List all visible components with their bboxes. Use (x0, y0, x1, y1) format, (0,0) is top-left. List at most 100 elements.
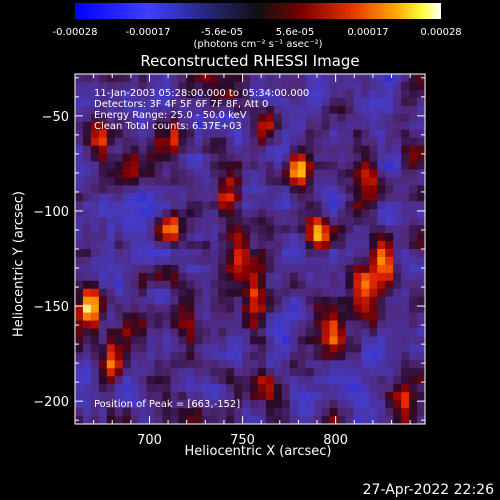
heatmap-cell (393, 217, 402, 226)
heatmap-cell (162, 153, 172, 163)
heatmap-cell (170, 400, 180, 409)
heatmap-cell (162, 177, 172, 186)
heatmap-cell (409, 416, 418, 425)
heatmap-cell (234, 177, 243, 186)
heatmap-cell (329, 225, 339, 234)
heatmap-cell (98, 288, 108, 298)
heatmap-cell (305, 217, 315, 226)
heatmap-cell (202, 272, 211, 282)
heatmap-cell (265, 264, 275, 274)
heatmap-cell (162, 241, 172, 250)
heatmap-cell (273, 233, 283, 242)
heatmap-cell (178, 384, 187, 393)
heatmap-cell (369, 161, 378, 171)
heatmap-cell (194, 74, 203, 83)
heatmap-cell (385, 169, 394, 179)
heatmap-cell (385, 272, 394, 282)
heatmap-cell (146, 241, 156, 250)
heatmap-cell (186, 97, 195, 107)
heatmap-cell (114, 113, 124, 123)
heatmap-cell (242, 336, 251, 346)
heatmap-cell (393, 209, 402, 218)
heatmap-cell (82, 392, 92, 401)
heatmap-cell (202, 81, 211, 91)
heatmap-cell (194, 264, 203, 274)
heatmap-cell (329, 129, 339, 139)
heatmap-cell (122, 209, 132, 218)
heatmap-cell (138, 233, 148, 242)
heatmap-cell (210, 416, 219, 425)
heatmap-cell (234, 153, 243, 163)
heatmap-cell (106, 296, 116, 306)
heatmap-cell (297, 169, 307, 179)
heatmap-cell (305, 81, 315, 91)
heatmap-cell (202, 74, 211, 83)
heatmap-cell (281, 105, 291, 115)
heatmap-cell (162, 352, 172, 361)
heatmap-cell (337, 177, 347, 186)
heatmap-cell (138, 360, 148, 369)
heatmap-cell (122, 392, 132, 401)
heatmap-cell (401, 241, 410, 250)
heatmap-cell (170, 392, 180, 401)
heatmap-cell (122, 280, 132, 290)
heatmap-cell (409, 177, 418, 186)
heatmap-cell (337, 288, 347, 298)
heatmap-cell (218, 113, 227, 123)
heatmap-cell (202, 225, 211, 234)
heatmap-cell (146, 177, 156, 186)
heatmap-cell (242, 169, 251, 179)
heatmap-cell (130, 225, 140, 234)
heatmap-cell (257, 121, 267, 131)
heatmap-cell (401, 264, 410, 274)
heatmap-cell (289, 161, 299, 171)
heatmap-cell (106, 304, 116, 314)
heatmap-cell (114, 177, 124, 186)
heatmap-cell (401, 249, 410, 258)
heatmap-cell (257, 217, 267, 226)
heatmap-cell (273, 225, 283, 234)
heatmap-cell (210, 296, 219, 306)
heatmap-cell (369, 177, 378, 186)
heatmap-cell (82, 97, 92, 107)
heatmap-cell (202, 113, 211, 123)
heatmap-cell (178, 185, 187, 194)
heatmap-cell (82, 185, 92, 194)
heatmap-cell (162, 185, 172, 194)
heatmap-cell (305, 336, 315, 346)
heatmap-cell (401, 121, 410, 131)
heatmap-cell (401, 288, 410, 298)
heatmap-cell (401, 272, 410, 282)
heatmap-cell (409, 280, 418, 290)
heatmap-cell (218, 280, 227, 290)
heatmap-cell (353, 296, 362, 306)
heatmap-cell (98, 376, 108, 385)
heatmap-cell (401, 368, 410, 377)
heatmap-cell (186, 241, 195, 250)
heatmap-cell (242, 368, 251, 377)
heatmap-cell (90, 201, 100, 210)
heatmap-cell (210, 376, 219, 385)
heatmap-cell (385, 97, 394, 107)
heatmap-cell (345, 177, 355, 186)
heatmap-cell (90, 320, 100, 330)
heatmap-cell (98, 256, 108, 266)
heatmap-cell (385, 81, 394, 91)
heatmap-cell (297, 344, 307, 354)
heatmap-cell (242, 209, 251, 218)
heatmap-cell (329, 416, 339, 425)
heatmap-cell (202, 177, 211, 186)
heatmap-cell (122, 113, 132, 123)
heatmap-cell (281, 145, 291, 155)
heatmap-cell (369, 352, 378, 361)
heatmap-cell (234, 137, 243, 147)
heatmap-cell (122, 360, 132, 369)
heatmap-cell (281, 296, 291, 306)
heatmap-cell (337, 280, 347, 290)
heatmap-cell (162, 320, 172, 330)
heatmap-cell (122, 193, 132, 202)
heatmap-cell (273, 209, 283, 218)
heatmap-cell (361, 225, 370, 234)
heatmap-cell (122, 336, 132, 346)
heatmap-cell (162, 368, 172, 377)
